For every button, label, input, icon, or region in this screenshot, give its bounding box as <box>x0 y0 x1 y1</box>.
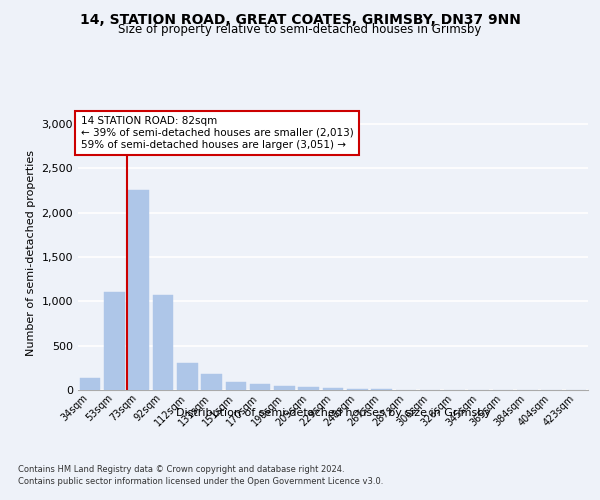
Text: Distribution of semi-detached houses by size in Grimsby: Distribution of semi-detached houses by … <box>176 408 490 418</box>
Bar <box>250 384 271 390</box>
Bar <box>80 378 100 390</box>
Bar <box>226 382 246 390</box>
Text: 14 STATION ROAD: 82sqm
← 39% of semi-detached houses are smaller (2,013)
59% of : 14 STATION ROAD: 82sqm ← 39% of semi-det… <box>80 116 353 150</box>
Bar <box>323 388 343 390</box>
Y-axis label: Number of semi-detached properties: Number of semi-detached properties <box>26 150 36 356</box>
Bar <box>104 292 125 390</box>
Bar <box>177 364 197 390</box>
Text: Contains HM Land Registry data © Crown copyright and database right 2024.: Contains HM Land Registry data © Crown c… <box>18 465 344 474</box>
Bar <box>201 374 222 390</box>
Text: 14, STATION ROAD, GREAT COATES, GRIMSBY, DN37 9NN: 14, STATION ROAD, GREAT COATES, GRIMSBY,… <box>80 12 520 26</box>
Bar <box>128 190 149 390</box>
Bar <box>347 389 368 390</box>
Bar <box>298 387 319 390</box>
Text: Contains public sector information licensed under the Open Government Licence v3: Contains public sector information licen… <box>18 478 383 486</box>
Text: Size of property relative to semi-detached houses in Grimsby: Size of property relative to semi-detach… <box>118 22 482 36</box>
Bar <box>274 386 295 390</box>
Bar <box>152 295 173 390</box>
